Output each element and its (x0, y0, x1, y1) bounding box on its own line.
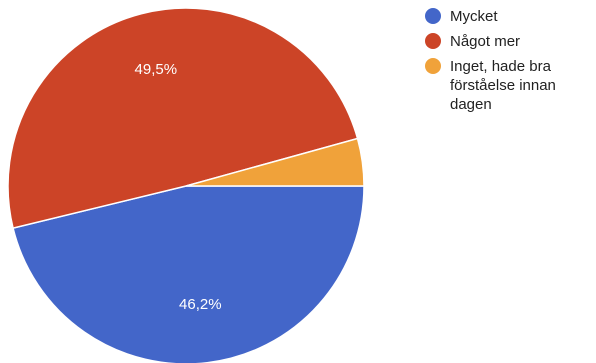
slice-value-label-1: 49,5% (135, 61, 178, 78)
legend-label-mycket: Mycket (450, 8, 498, 25)
legend: Mycket Något mer Inget, hade bra förståe… (425, 7, 593, 120)
legend-swatch-inget (425, 58, 441, 74)
legend-item-mycket[interactable]: Mycket (425, 7, 593, 26)
pie-slice-2[interactable] (185, 137, 365, 187)
slice-value-label-0: 46,2% (179, 296, 222, 313)
legend-item-nagot-mer[interactable]: Något mer (425, 32, 593, 51)
legend-item-inget[interactable]: Inget, hade bra förståelse innan dagen (425, 57, 593, 114)
legend-swatch-mycket (425, 8, 441, 24)
legend-label-inget: Inget, hade bra förståelse innan dagen (450, 58, 556, 113)
legend-label-nagot-mer: Något mer (450, 33, 521, 50)
pie-slice-1[interactable] (7, 7, 359, 230)
legend-swatch-nagot-mer (425, 33, 441, 49)
